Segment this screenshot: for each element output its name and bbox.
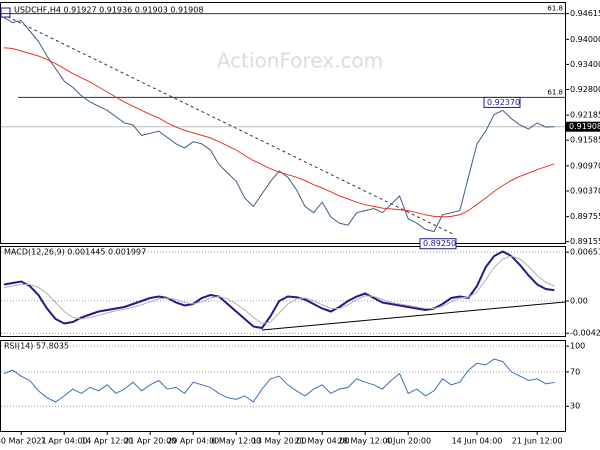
y-tick-label: -0.004298: [570, 329, 600, 338]
y-tick-label: 70: [570, 367, 580, 376]
x-tick-label: 21 Apr 20:00: [124, 437, 176, 446]
x-tick-label: 30 Mar 2021: [0, 437, 47, 446]
x-tick-label: 14 Apr 12:00: [81, 437, 133, 446]
price-label-box: [483, 96, 521, 108]
series-line: [3, 358, 555, 403]
watermark: ActionForex.com: [217, 49, 383, 73]
price-label-box: [419, 238, 457, 250]
x-tick-label: 6 May 12:00: [211, 437, 261, 446]
last-price-box: [566, 121, 600, 132]
x-tick-label: 13 May 20:00: [252, 437, 307, 446]
y-tick-label: 0.006511: [570, 248, 600, 257]
price-label: 0.92370: [487, 98, 520, 107]
series-line: [3, 47, 555, 218]
series-line: [3, 17, 555, 233]
rsi-panel-border: [0, 340, 566, 432]
macd-title: MACD(12,26,9) 0.001445 0.001997: [4, 248, 146, 257]
y-tick-label: 30: [570, 402, 580, 411]
fib-level-label: 61.8: [547, 5, 563, 13]
y-tick-label: 0.91585: [570, 136, 600, 145]
chart-icon: [0, 7, 11, 18]
x-tick-label: 21 May 04:00: [295, 437, 350, 446]
series-line: [3, 250, 555, 330]
macd-trend-line: [261, 301, 566, 331]
x-tick-label: 14 Jun 04:00: [452, 437, 503, 446]
price-label: 0.89250: [423, 239, 456, 248]
y-tick-label: 0.89755: [570, 212, 600, 221]
y-tick-label: 0.93400: [570, 60, 600, 69]
y-tick-label: 100: [570, 342, 585, 351]
x-tick-label: 4 Jun 20:00: [385, 437, 431, 446]
y-tick-label: 0.92185: [570, 111, 600, 120]
y-tick-label: 0.94000: [570, 35, 600, 44]
y-tick-label: 0.90970: [570, 161, 600, 170]
y-tick-label: 0.90370: [570, 186, 600, 195]
x-tick-label: 7 Apr 04:00: [41, 437, 88, 446]
x-tick-label: 29 Apr 04:00: [167, 437, 219, 446]
price-title: USDCHF,H4 0.91927 0.91936 0.91903 0.9190…: [14, 6, 203, 15]
last-price-label: 0.91908: [569, 122, 600, 131]
y-tick-label: 0.00: [570, 297, 588, 306]
x-tick-label: 28 May 12:00: [338, 437, 393, 446]
x-tick-label: 21 Jun 12:00: [512, 437, 563, 446]
trend-line: [1, 13, 456, 236]
series-line: [3, 255, 555, 325]
y-tick-label: 0.92800: [570, 85, 600, 94]
fib-level-label: 61.8: [547, 88, 563, 96]
y-tick-label: 0.89155: [570, 237, 600, 246]
rsi-title: RSI(14) 57.8035: [4, 342, 69, 351]
y-tick-label: 0.94615: [570, 9, 600, 18]
macd-panel-border: [0, 246, 566, 337]
price-panel-border: [0, 2, 566, 244]
